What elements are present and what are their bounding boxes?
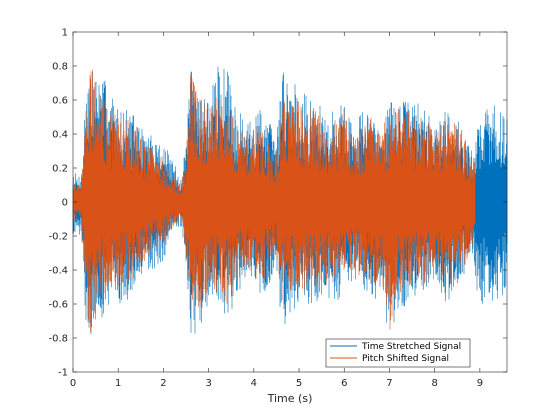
y-tick-label: 0.4 (52, 130, 68, 141)
y-tick-label: -1 (58, 368, 68, 379)
x-tick-label: 8 (431, 378, 437, 389)
y-tick-label: 0.8 (52, 62, 68, 73)
x-tick-label: 1 (115, 378, 121, 389)
x-tick-label: 2 (160, 378, 166, 389)
x-tick-label: 9 (477, 378, 483, 389)
y-tick-label: 1 (62, 28, 68, 39)
y-tick-label: 0.6 (52, 96, 68, 107)
legend: Time Stretched Signal Pitch Shifted Sign… (325, 338, 471, 368)
x-tick-label: 3 (205, 378, 211, 389)
legend-box (325, 338, 471, 368)
y-tick-label: 0.2 (52, 164, 68, 175)
y-tick-label: -0.6 (48, 300, 68, 311)
ticks-layer: 0 1 2 3 4 5 6 7 8 9 -1 -0.8 -0.6 -0.4 -0.2 0 0.2 0.4 0.6 0.… (48, 28, 507, 389)
legend-label-time-stretched: Time Stretched Signal (361, 342, 461, 352)
legend-label-pitch-shifted: Pitch Shifted Signal (362, 354, 449, 364)
x-tick-label: 0 (70, 378, 76, 389)
x-tick-label: 7 (386, 378, 392, 389)
x-tick-label: 5 (296, 378, 302, 389)
x-tick-label: 4 (251, 378, 257, 389)
y-tick-label: -0.4 (48, 266, 68, 277)
y-tick-label: -0.2 (48, 232, 68, 243)
x-axis-label: Time (s) (267, 392, 313, 405)
x-tick-label: 6 (341, 378, 347, 389)
y-tick-label: 0 (62, 198, 68, 209)
y-tick-label: -0.8 (48, 334, 68, 345)
